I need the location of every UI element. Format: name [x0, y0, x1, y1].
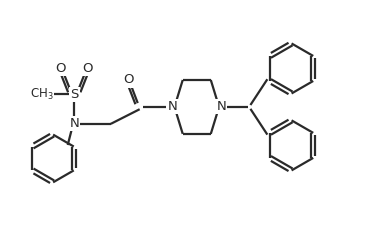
Text: O: O — [56, 62, 66, 75]
Text: CH$_3$: CH$_3$ — [30, 87, 53, 102]
Text: O: O — [82, 62, 93, 75]
Text: N: N — [168, 100, 177, 114]
Text: O: O — [123, 74, 134, 86]
Text: N: N — [69, 117, 79, 130]
Text: N: N — [216, 100, 226, 114]
Text: S: S — [70, 88, 79, 101]
